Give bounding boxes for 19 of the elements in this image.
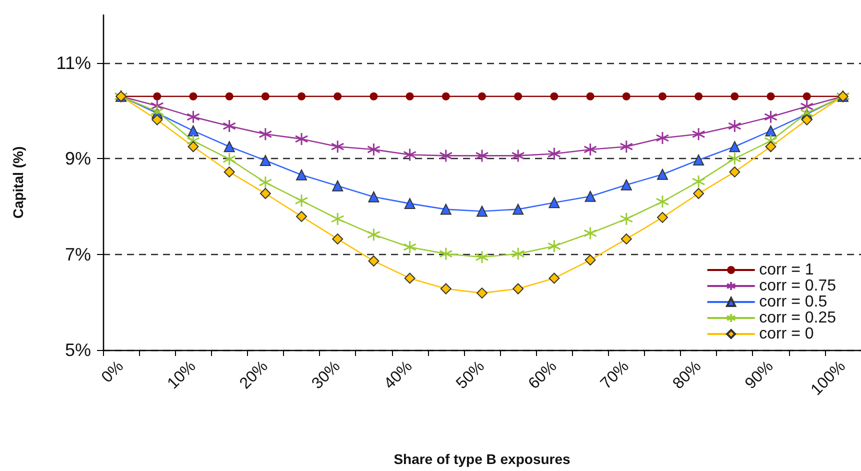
x-tick-label: 80%	[670, 358, 705, 393]
x-axis-title: Share of type B exposures	[394, 451, 571, 467]
y-tick-label: 5%	[64, 340, 91, 360]
y-axis-title: Capital (%)	[10, 146, 26, 219]
legend-label: corr = 0	[759, 326, 814, 342]
legend-label: corr = 1	[759, 262, 814, 278]
x-tick-label: 40%	[381, 358, 416, 393]
x-tick-label: 90%	[742, 358, 777, 393]
legend-label: corr = 0.5	[759, 294, 828, 310]
y-tick-label: 11%	[56, 52, 91, 73]
y-tick-label: 7%	[64, 244, 91, 264]
x-tick-label: 0%	[98, 358, 128, 386]
legend-label: corr = 0.25	[759, 310, 836, 326]
x-tick-label: 50%	[453, 358, 488, 393]
x-tick-label: 30%	[308, 358, 344, 393]
x-tick-label: 70%	[598, 358, 632, 393]
legend-label: corr = 0.75	[759, 278, 836, 294]
y-tick-label: 9%	[64, 148, 91, 169]
x-tick-label: 60%	[526, 358, 560, 393]
